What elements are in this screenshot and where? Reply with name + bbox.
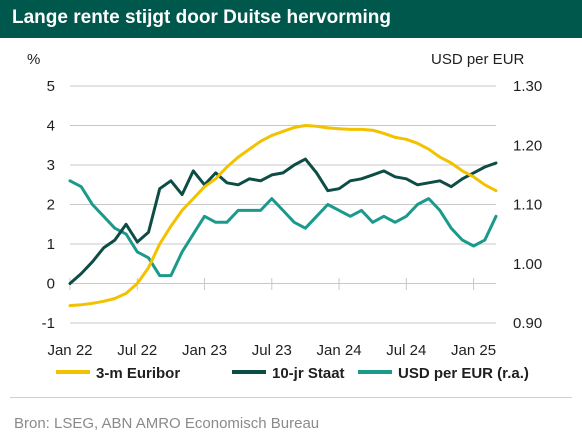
series-lines [68, 124, 498, 308]
y-right-tick-label: 1.00 [513, 256, 542, 273]
y-right-tick-label: 0.90 [513, 315, 542, 332]
x-tick-label: Jul 23 [252, 342, 292, 359]
y-left-tick-label: 5 [47, 78, 55, 95]
x-tick-label: Jan 25 [451, 342, 496, 359]
series-line-10jr-staat [68, 157, 498, 285]
legend-label: USD per EUR (r.a.) [398, 365, 529, 382]
y-right-tick-label: 1.20 [513, 137, 542, 154]
y-left-tick-label: 2 [47, 197, 55, 214]
chart: 5 4 3 2 1 0 -1 1.30 1.20 1.10 1.00 0.90 % USD per … [27, 51, 542, 382]
y-axis-right-ticks: 1.30 1.20 1.10 1.00 0.90 [513, 78, 542, 332]
title-bar: Lange rente stijgt door Duitse hervormin… [0, 0, 582, 38]
source-note: Bron: LSEG, ABN AMRO Economisch Bureau [14, 415, 320, 432]
legend: 3-m Euribor 10-jr Staat USD per EUR (r.a.) [56, 365, 529, 382]
footer-divider [10, 397, 572, 398]
chart-title: Lange rente stijgt door Duitse hervormin… [12, 7, 391, 28]
x-tick-label: Jul 24 [386, 342, 426, 359]
y-right-tick-label: 1.10 [513, 197, 542, 214]
y-right-tick-label: 1.30 [513, 78, 542, 95]
x-tick-label: Jan 23 [182, 342, 227, 359]
x-tick-label: Jan 22 [47, 342, 92, 359]
y-left-tick-label: 0 [47, 276, 55, 293]
series-line-usd-per-eur [68, 179, 498, 278]
series-line-3m-euribor [68, 124, 498, 308]
legend-label: 10-jr Staat [272, 365, 345, 382]
y-left-tick-label: 4 [47, 118, 55, 135]
y-axis-left-label: % [27, 51, 40, 68]
x-axis-ticks: Jan 22 Jul 22 Jan 23 Jul 23 Jan 24 Jul 24 Jan … [47, 342, 496, 359]
y-left-tick-label: -1 [42, 315, 55, 332]
gridlines [69, 85, 496, 324]
y-axis-left-ticks: 5 4 3 2 1 0 -1 [42, 78, 55, 332]
y-left-tick-label: 1 [47, 236, 55, 253]
y-axis-right-label: USD per EUR [431, 51, 525, 68]
x-tick-label: Jan 24 [317, 342, 362, 359]
legend-label: 3-m Euribor [96, 365, 180, 382]
x-tick-label: Jul 22 [117, 342, 157, 359]
y-left-tick-label: 3 [47, 157, 55, 174]
